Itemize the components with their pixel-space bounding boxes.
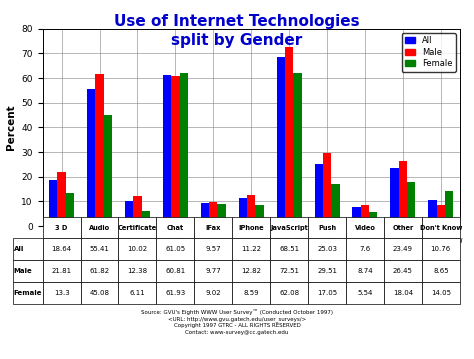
Bar [353,208,361,226]
Bar [315,164,323,226]
Bar [57,172,66,226]
Bar [201,202,209,226]
Bar [209,202,218,226]
Bar [133,196,142,226]
Bar [428,200,437,226]
Bar [331,184,339,226]
Bar [285,47,293,226]
Bar [218,204,226,226]
Bar [255,205,264,226]
Bar [247,195,255,226]
Bar [239,199,247,226]
Bar [407,182,415,226]
Bar [180,73,188,226]
Bar [95,74,104,226]
Bar [369,213,377,226]
Bar [142,211,150,226]
Bar [163,75,171,226]
Bar [323,153,331,226]
Bar [87,89,95,226]
Bar [171,76,180,226]
Bar [277,57,285,226]
Bar [104,115,112,226]
Bar [437,205,445,226]
Text: Use of Internet Technologies
split by Gender: Use of Internet Technologies split by Ge… [114,14,360,48]
Bar [399,161,407,226]
Bar [66,194,74,226]
Bar [361,205,369,226]
Legend: All, Male, Female: All, Male, Female [402,33,456,71]
Y-axis label: Percent: Percent [6,104,16,150]
Text: Source: GVU's Eighth WWW User Survey™ (Conducted October 1997)
<URL: http://www.: Source: GVU's Eighth WWW User Survey™ (C… [141,309,333,335]
Bar [391,168,399,226]
Bar [445,191,453,226]
Bar [293,73,301,226]
Bar [49,180,57,226]
Bar [125,201,133,226]
